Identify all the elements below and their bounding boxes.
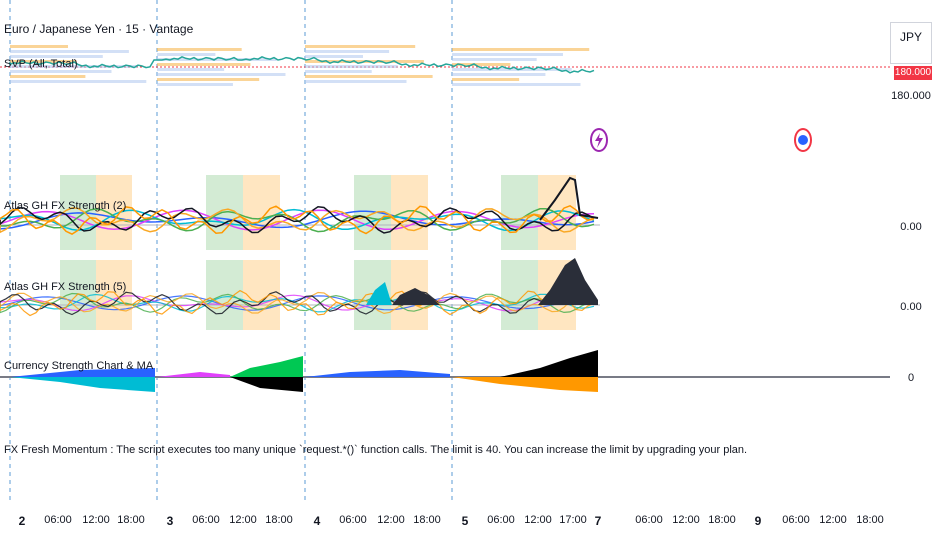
time-axis-tick: 9 xyxy=(754,514,762,528)
volume-profile-bar xyxy=(305,45,416,48)
strength-2-series xyxy=(0,207,595,234)
time-axis-tick: 12:00 xyxy=(229,514,257,526)
currency-strength-indicator-label[interactable]: Currency Strength Chart & MA xyxy=(4,360,154,372)
volume-profile-bar xyxy=(452,53,563,56)
volume-profile-bar xyxy=(157,53,216,56)
currency-label[interactable]: JPY xyxy=(890,22,932,64)
volume-profile-bar xyxy=(305,75,433,78)
session-orange-zone xyxy=(243,260,280,330)
volume-profile-bar xyxy=(305,50,390,53)
time-axis-tick: 12:00 xyxy=(672,514,700,526)
strength-5-area xyxy=(366,282,392,305)
time-axis-tick: 5 xyxy=(461,514,469,528)
time-axis-tick: 17:00 xyxy=(559,514,587,526)
strength-2-indicator-label[interactable]: Atlas GH FX Strength (2) xyxy=(4,200,127,212)
time-axis-tick: 18:00 xyxy=(708,514,736,526)
currency-area xyxy=(10,377,155,392)
volume-profile-bar xyxy=(157,78,260,81)
svp-indicator-label[interactable]: SVP (All, Total) xyxy=(4,58,78,70)
time-axis-tick: 12:00 xyxy=(82,514,110,526)
strength-5-zero-label: 0.00 xyxy=(900,301,922,313)
volume-profile-bar xyxy=(10,55,103,58)
volume-profile-bar xyxy=(157,48,242,51)
event-marker-icon[interactable] xyxy=(794,128,812,152)
strength-5-area xyxy=(392,288,440,305)
time-axis-tick: 06:00 xyxy=(192,514,220,526)
time-axis-tick: 06:00 xyxy=(782,514,810,526)
session-orange-zone xyxy=(96,175,132,250)
time-axis-tick: 18:00 xyxy=(856,514,884,526)
volume-profile-bar xyxy=(452,73,546,76)
strength-2-series xyxy=(0,207,595,233)
volume-profile-bar xyxy=(305,55,363,58)
volume-profile-bar xyxy=(452,48,590,51)
strength-5-indicator-label[interactable]: Atlas GH FX Strength (5) xyxy=(4,281,127,293)
volume-profile-bar xyxy=(452,63,511,66)
currency-area xyxy=(157,372,230,377)
session-green-zone xyxy=(501,260,538,330)
volume-profile-bar xyxy=(157,83,233,86)
strength-2-zero-label: 0.00 xyxy=(900,221,922,233)
symbol-title[interactable]: Euro / Japanese Yen · 15 · Vantage xyxy=(4,22,194,36)
price-level-label: 180.000 xyxy=(891,90,931,102)
strength-2-series xyxy=(0,208,595,232)
strength-5-series xyxy=(0,289,595,317)
volume-profile-bar xyxy=(305,65,398,68)
time-axis-tick: 2 xyxy=(18,514,26,528)
session-orange-zone xyxy=(391,175,428,250)
volume-profile-bar xyxy=(10,65,138,68)
time-axis-tick: 4 xyxy=(313,514,321,528)
volume-profile-bar xyxy=(305,80,407,83)
volume-profile-bar xyxy=(10,70,112,73)
strength-5-series xyxy=(0,294,595,312)
strength-2-series xyxy=(0,206,595,234)
volume-profile-bar xyxy=(10,75,86,78)
lightning-bolt-icon[interactable] xyxy=(590,128,608,152)
time-axis-tick: 18:00 xyxy=(413,514,441,526)
time-axis-tick: 12:00 xyxy=(377,514,405,526)
time-axis-tick: 06:00 xyxy=(635,514,663,526)
time-axis-tick: 06:00 xyxy=(339,514,367,526)
volume-profile-bar xyxy=(10,60,77,63)
volume-profile-bar xyxy=(10,50,129,53)
strength-5-series xyxy=(0,291,595,315)
currency-area xyxy=(305,370,450,377)
price-series xyxy=(9,55,595,74)
volume-profile-bar xyxy=(452,78,520,81)
volume-profile-bar xyxy=(452,68,572,71)
currency-area xyxy=(230,356,303,377)
strength-2-spike xyxy=(539,176,599,221)
volume-profile-bar xyxy=(157,58,277,61)
time-axis-tick: 7 xyxy=(594,514,602,528)
current-price-tag: 180.000 xyxy=(894,66,932,80)
currency-area xyxy=(452,377,598,392)
currency-zero-label: 0 xyxy=(907,372,915,384)
strength-5-series xyxy=(0,292,595,314)
volume-profile-bar xyxy=(10,80,147,83)
volume-profile-bar xyxy=(157,73,286,76)
strength-2-series xyxy=(0,204,595,235)
volume-profile-bar xyxy=(452,58,537,61)
volume-profile-bar xyxy=(452,83,581,86)
time-axis[interactable]: 2 06:00 12:00 18:00 3 06:00 12:00 18:00 4 06:00 12… xyxy=(0,500,932,550)
time-axis-tick: 18:00 xyxy=(117,514,145,526)
time-axis-tick: 06:00 xyxy=(44,514,72,526)
volume-profile-bar xyxy=(157,68,225,71)
time-axis-tick: 06:00 xyxy=(487,514,515,526)
volume-profile-bar xyxy=(10,45,68,48)
currency-area xyxy=(230,377,303,392)
time-axis-tick: 18:00 xyxy=(265,514,293,526)
currency-area xyxy=(10,368,155,377)
volume-profile-bar xyxy=(305,70,372,73)
session-orange-zone xyxy=(243,175,280,250)
strength-5-area xyxy=(538,258,598,305)
script-error-message: FX Fresh Momentum : The script executes … xyxy=(4,444,748,456)
time-axis-tick: 12:00 xyxy=(819,514,847,526)
time-axis-tick: 3 xyxy=(166,514,174,528)
time-axis-tick: 12:00 xyxy=(524,514,552,526)
volume-profile-bar xyxy=(157,63,251,66)
currency-area xyxy=(500,350,598,377)
